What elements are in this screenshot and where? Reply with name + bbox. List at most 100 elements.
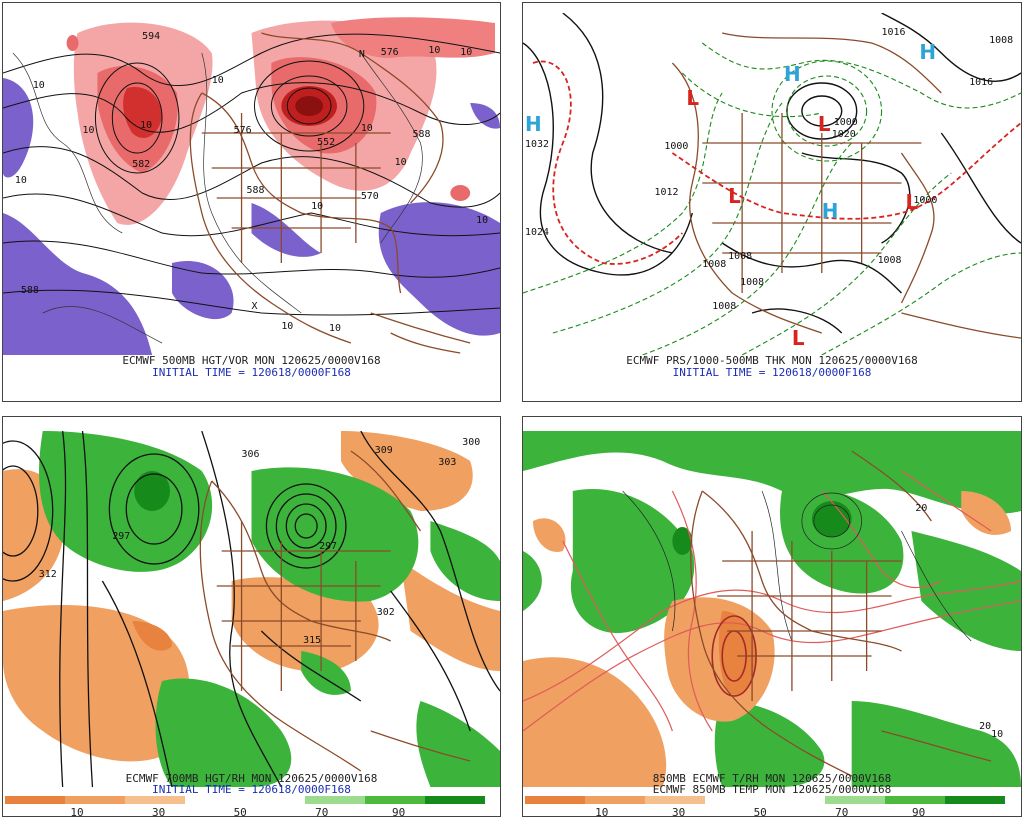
moist-region (416, 701, 500, 787)
panel2-initial-time: INITIAL TIME = 120618/0000F168 (672, 366, 872, 379)
map-label: 10 (140, 120, 152, 131)
map-label: 10 (991, 729, 1003, 740)
map-mslp: H H H H L L L L L 1016 1008 1016 1032 10… (523, 13, 1021, 355)
moist-region (714, 701, 825, 787)
colorbar-segment (945, 796, 1005, 804)
map-label: 1032 (525, 139, 549, 150)
map-label: 582 (132, 159, 150, 170)
map-label: 10 (476, 215, 488, 226)
map-label: 10 (83, 125, 95, 136)
map-label: 1008 (740, 277, 764, 288)
map-label: 10 (329, 323, 341, 334)
dry-region (718, 611, 758, 695)
map-label: 588 (21, 285, 39, 296)
colorbar-tick: 50 (233, 806, 247, 817)
map-label: 1008 (702, 259, 726, 270)
map-label: 1012 (654, 187, 678, 198)
panel2-isobar-labels: 1016 1008 1016 1032 1024 1008 1008 1008 … (525, 27, 1013, 312)
map-label: 588 (413, 129, 431, 140)
moist-region (430, 521, 500, 601)
moist-region (155, 678, 292, 787)
panel2-caption: ECMWF PRS/1000-500MB THK MON 120625/0000… (626, 354, 918, 367)
high-pressure-center: H (525, 112, 542, 136)
vorticity-neg-region (3, 213, 153, 355)
panel1-contour-labels: 594 576 10 588 10 588 10 576 10 582 10 1… (15, 31, 488, 334)
panel-700mb-hgt-rh: 309 303 312 297 297 306 302 315 300 ECMW… (2, 416, 501, 817)
map-label: 309 (375, 445, 393, 456)
moist-region (301, 651, 351, 695)
map-label: 1016 (882, 27, 906, 38)
colorbar-segment (825, 796, 885, 804)
map-label: 300 (462, 437, 480, 448)
map-label: 10 (428, 45, 440, 56)
panel-prs-thickness: H H H H L L L L L 1016 1008 1016 1032 10… (522, 2, 1022, 402)
high-pressure-center: H (919, 40, 936, 64)
map-label: 10 (395, 157, 407, 168)
dry-region (132, 621, 172, 651)
moist-region (39, 431, 213, 572)
panel3-contour-labels: 309 303 312 297 297 306 302 315 300 (39, 437, 480, 646)
panel-500mb-hgt-vor: 594 576 10 588 10 588 10 576 10 582 10 1… (2, 2, 501, 402)
map-label: 1000 (664, 141, 688, 152)
colorbar-segment (585, 796, 645, 804)
high-pressure-center: H (822, 199, 839, 223)
panel4-caption: 850MB ECMWF T/RH MON 120625/0000V168 (652, 772, 892, 785)
dry-region (523, 657, 667, 787)
rh-colorbar-ticks: 10 30 50 70 90 (525, 806, 1005, 817)
high-pressure-center: H (784, 62, 801, 86)
colorbar-segment (305, 796, 365, 804)
map-label: 10 (33, 80, 45, 91)
map-label: 1008 (989, 35, 1013, 46)
panel4-contour-labels: 10 20 20 (915, 503, 1003, 740)
low-pressure-center: L (818, 112, 831, 136)
map-label: 1008 (728, 251, 752, 262)
moist-region (523, 551, 542, 611)
panel1-initial-time: INITIAL TIME = 120618/0000F168 (152, 366, 351, 379)
low-pressure-center: L (792, 326, 805, 350)
map-label: 570 (361, 191, 379, 202)
vorticity-pos-region (331, 17, 496, 58)
moist-region (851, 701, 1021, 787)
map-label: 297 (112, 531, 130, 542)
rh-colorbar (5, 796, 485, 804)
moist-region (570, 489, 695, 633)
rh-colorbar (525, 796, 1005, 804)
vorticity-neg-region (251, 203, 322, 257)
colorbar-segment (245, 796, 305, 804)
colorbar-segment (365, 796, 425, 804)
map-label: 312 (39, 569, 57, 580)
moist-region (911, 531, 1021, 651)
map-label: 20 (979, 721, 991, 732)
moist-region (523, 431, 1021, 514)
dry-region (400, 561, 500, 671)
colorbar-segment (765, 796, 825, 804)
map-label: 552 (317, 137, 335, 148)
map-label: 20 (915, 503, 927, 514)
map-700mb: 309 303 312 297 297 306 302 315 300 (3, 431, 500, 787)
map-label: 576 (381, 47, 399, 58)
map-label: 302 (377, 607, 395, 618)
map-label: N (359, 49, 365, 60)
map-500mb: 594 576 10 588 10 588 10 576 10 582 10 1… (3, 13, 500, 355)
colorbar-segment (705, 796, 765, 804)
map-label: 315 (303, 635, 321, 646)
colorbar-tick: 30 (151, 806, 166, 817)
map-label: 10 (281, 321, 293, 332)
colorbar-segment (885, 796, 945, 804)
map-label: 10 (361, 123, 373, 134)
panel4-subcaption: ECMWF 850MB TEMP MON 120625/0000V168 (652, 783, 892, 796)
map-label: 10 (15, 175, 27, 186)
panel3-initial-time: INITIAL TIME = 120618/0000F168 (152, 783, 351, 796)
dry-region (3, 605, 190, 762)
dry-region (231, 577, 379, 672)
colorbar-tick: 10 (595, 806, 609, 817)
map-label: 10 (311, 201, 323, 212)
map-label: 297 (319, 541, 337, 552)
low-pressure-center: L (686, 86, 699, 110)
vorticity-neg-region (171, 261, 234, 320)
colorbar-tick: 70 (315, 806, 329, 817)
map-label: 1008 (712, 301, 736, 312)
dry-region (532, 518, 566, 552)
panel3-caption: ECMWF 700MB HGT/RH MON 120625/0000V168 (125, 772, 378, 785)
dry-region (961, 491, 1012, 535)
